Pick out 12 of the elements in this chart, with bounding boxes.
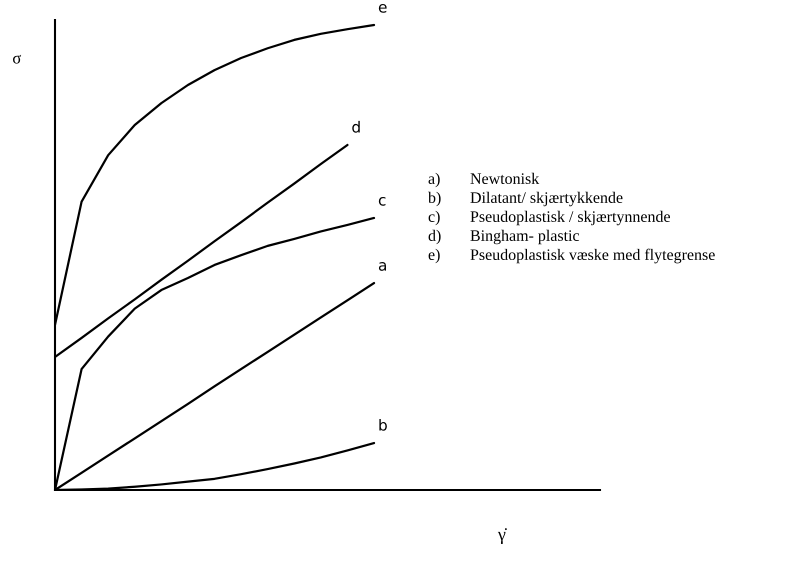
text: c) Pseudoplastisk / skjærtynnende <box>428 210 670 226</box>
series-label: a <box>378 262 386 271</box>
text: b) Dilatant/ skjærtykkende <box>428 192 622 206</box>
text: a) Newtonisk <box>428 172 540 188</box>
series-label: c <box>378 196 386 206</box>
series-label: e <box>378 4 387 13</box>
text: e) Pseudoplastisk væske med flytegrense <box>428 248 715 264</box>
series-label: d <box>352 120 360 133</box>
text: d) Bingham- plastic <box>428 230 580 244</box>
y-axis-title: σ <box>12 54 22 64</box>
x-axis-title: γ̇ <box>498 528 507 544</box>
series-label: b <box>379 418 387 431</box>
